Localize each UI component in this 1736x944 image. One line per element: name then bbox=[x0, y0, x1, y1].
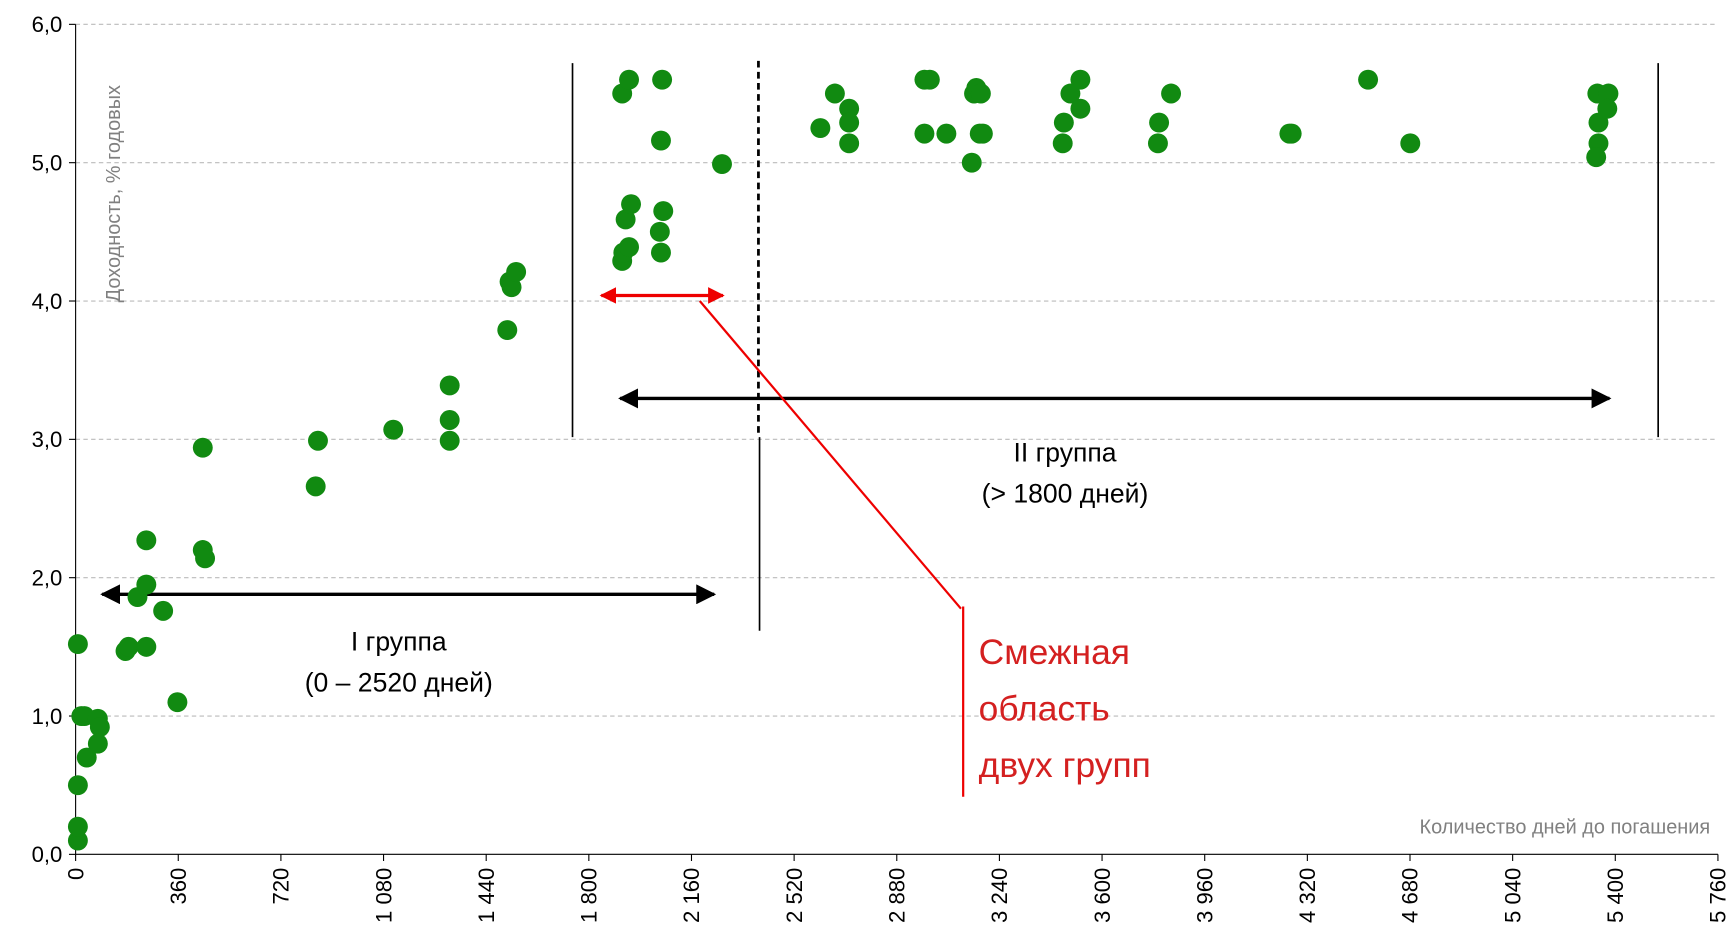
point bbox=[651, 130, 671, 151]
x-tick-label: 5 760 bbox=[1706, 868, 1731, 923]
point bbox=[439, 430, 460, 451]
point bbox=[919, 69, 940, 90]
x-tick-label: 1 080 bbox=[371, 868, 396, 923]
x-tick-label: 1 800 bbox=[577, 868, 602, 923]
y-tick-label: 4,0 bbox=[32, 289, 63, 314]
point bbox=[1070, 69, 1091, 90]
point bbox=[136, 530, 157, 551]
point bbox=[824, 83, 845, 104]
x-tick-label: 2 160 bbox=[679, 868, 704, 923]
point bbox=[118, 636, 139, 657]
point bbox=[914, 123, 935, 144]
point bbox=[87, 733, 108, 754]
annotation: I группа bbox=[351, 627, 447, 657]
point bbox=[1598, 83, 1619, 104]
annotation: Смежная bbox=[979, 632, 1130, 672]
point bbox=[1400, 133, 1421, 154]
point bbox=[136, 636, 157, 657]
point bbox=[439, 375, 460, 396]
point bbox=[1281, 123, 1302, 144]
annotation: двух групп bbox=[979, 745, 1151, 785]
x-tick-label: 5 040 bbox=[1500, 868, 1525, 923]
point bbox=[497, 320, 518, 341]
point bbox=[136, 574, 157, 595]
point bbox=[615, 209, 636, 230]
point bbox=[76, 747, 97, 768]
x-tick-label: 5 400 bbox=[1603, 868, 1628, 923]
point bbox=[167, 692, 188, 713]
points bbox=[67, 69, 1619, 851]
point bbox=[89, 717, 110, 738]
y-tick-label: 5,0 bbox=[32, 150, 63, 175]
x-tick-label: 0 bbox=[63, 868, 88, 880]
point bbox=[1060, 83, 1081, 104]
point bbox=[651, 242, 671, 263]
point bbox=[839, 133, 860, 154]
point bbox=[839, 112, 860, 133]
point bbox=[1586, 147, 1607, 168]
point bbox=[439, 410, 460, 430]
annotation: (0 – 2520 дней) bbox=[305, 668, 493, 698]
point bbox=[936, 123, 957, 144]
point bbox=[195, 548, 216, 569]
x-tick-label: 3 240 bbox=[987, 868, 1012, 923]
x-tick-label: 360 bbox=[166, 868, 191, 905]
point bbox=[712, 154, 732, 175]
y-tick-label: 1,0 bbox=[32, 704, 63, 729]
y-tick-label: 6,0 bbox=[32, 12, 63, 37]
x-tick-label: 1 440 bbox=[474, 868, 499, 923]
point bbox=[810, 118, 831, 139]
x-tick-label: 3 600 bbox=[1090, 868, 1115, 923]
x-tick-label: 4 320 bbox=[1295, 868, 1320, 923]
point bbox=[652, 69, 673, 90]
callout-line bbox=[698, 300, 962, 610]
point bbox=[501, 277, 522, 298]
point bbox=[1161, 83, 1182, 104]
point bbox=[67, 830, 88, 851]
x-tick-label: 720 bbox=[269, 868, 294, 905]
x-tick-label: 2 520 bbox=[782, 868, 807, 923]
y-tick-label: 0,0 bbox=[32, 842, 63, 867]
point bbox=[1358, 69, 1379, 90]
point bbox=[1149, 112, 1170, 133]
y-tick-label: 3,0 bbox=[32, 427, 63, 452]
point bbox=[839, 98, 860, 119]
point bbox=[67, 634, 88, 655]
point bbox=[619, 69, 640, 90]
x-axis-label: Количество дней до погашения bbox=[1420, 816, 1711, 838]
point bbox=[1070, 98, 1091, 119]
point bbox=[972, 123, 993, 144]
point bbox=[961, 152, 982, 173]
point bbox=[621, 194, 641, 215]
point bbox=[506, 262, 527, 282]
x-tick-label: 4 680 bbox=[1398, 868, 1423, 923]
point bbox=[970, 83, 991, 104]
point bbox=[1597, 98, 1618, 119]
point bbox=[649, 221, 670, 242]
point bbox=[153, 600, 174, 621]
point bbox=[1053, 112, 1074, 133]
y-axis-label: Доходность, % годовых bbox=[103, 85, 125, 302]
point bbox=[308, 430, 328, 451]
point bbox=[305, 476, 326, 497]
point bbox=[653, 201, 674, 222]
point bbox=[67, 816, 88, 837]
point bbox=[192, 437, 213, 458]
point bbox=[1052, 133, 1073, 154]
point bbox=[619, 237, 640, 258]
x-tick-label: 3 960 bbox=[1192, 868, 1217, 923]
point bbox=[67, 775, 88, 796]
y-tick-label: 2,0 bbox=[32, 565, 63, 590]
annotation: (> 1800 дней) bbox=[982, 478, 1149, 508]
annotation: II группа bbox=[1013, 437, 1116, 467]
x-tick-label: 2 880 bbox=[885, 868, 910, 923]
point bbox=[383, 419, 404, 440]
point bbox=[1147, 133, 1168, 154]
grid bbox=[68, 23, 1719, 861]
annotation: область bbox=[979, 688, 1110, 728]
